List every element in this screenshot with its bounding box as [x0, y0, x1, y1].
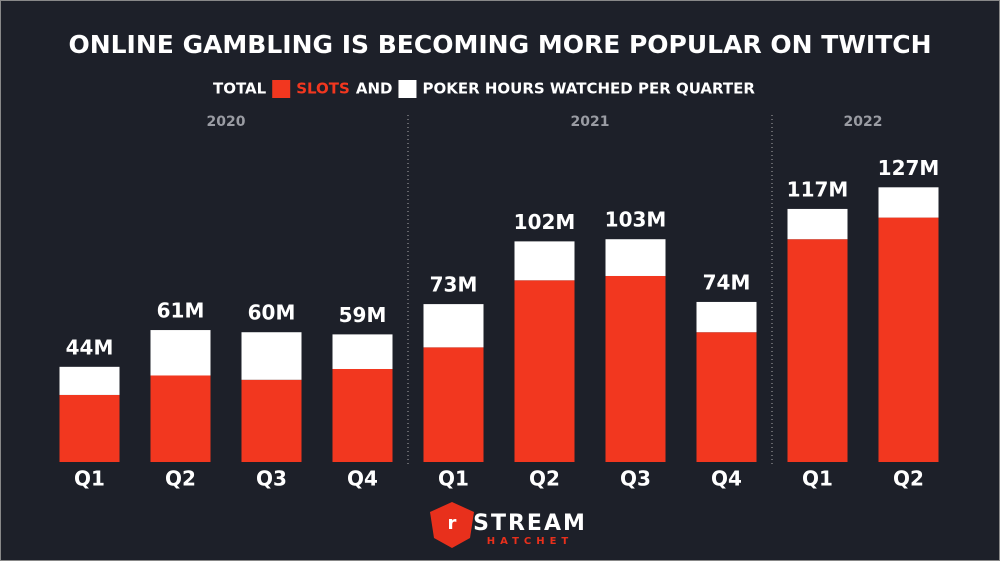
legend-text: POKER HOURS WATCHED PER QUARTER: [422, 80, 755, 98]
group-label: 2022: [844, 114, 883, 130]
bar-segment: [696, 301, 757, 333]
value-label: 74M: [703, 270, 751, 294]
x-tick-label: Q1: [802, 467, 833, 491]
bar-segment: [787, 208, 848, 240]
x-tick-label: Q2: [893, 467, 924, 491]
x-tick-label: Q1: [438, 467, 469, 491]
value-label: 44M: [66, 335, 114, 359]
bar-segment: [59, 366, 120, 395]
value-label: 117M: [787, 177, 849, 201]
bar-segment: [696, 332, 757, 462]
legend-text: SLOTS: [296, 80, 350, 98]
bar-segment: [514, 280, 575, 462]
bar-segment: [332, 368, 393, 462]
brand: r STREAM HATCHET: [430, 502, 587, 548]
bar-segment: [423, 347, 484, 462]
legend-text: TOTAL: [213, 80, 267, 98]
chart-title: ONLINE GAMBLING IS BECOMING MORE POPULAR…: [68, 30, 931, 59]
bar-segment: [241, 379, 302, 462]
brand-logo: [430, 502, 474, 548]
bar-segment: [150, 375, 211, 462]
x-tick-label: Q1: [74, 467, 105, 491]
brand-tagline: HATCHET: [487, 536, 574, 547]
value-label: 127M: [878, 156, 940, 180]
legend-text: AND: [356, 80, 393, 98]
x-tick-label: Q4: [347, 467, 378, 491]
plot: Q1 44M Q2 61M Q3 60M Q4 59M 2020 Q1 73M Q2 102M Q3 103…: [59, 114, 940, 491]
bar-segment: [332, 334, 393, 369]
value-label: 60M: [248, 301, 296, 325]
value-label: 73M: [430, 273, 478, 297]
value-label: 102M: [514, 210, 576, 234]
group-label: 2021: [571, 114, 610, 130]
value-label: 59M: [339, 303, 387, 327]
bar-segment: [514, 241, 575, 281]
bar-segment: [150, 330, 211, 376]
x-tick-label: Q3: [620, 467, 651, 491]
value-label: 103M: [605, 208, 667, 232]
legend: TOTAL SLOTS AND POKER HOURS WATCHED PER QUA…: [213, 80, 755, 98]
x-tick-label: Q2: [529, 467, 560, 491]
brand-logo-mark: r: [448, 513, 457, 534]
x-tick-label: Q3: [256, 467, 287, 491]
legend-swatch: [272, 80, 291, 98]
bar-segment: [605, 275, 666, 462]
x-tick-label: Q4: [711, 467, 742, 491]
bar-segment: [787, 239, 848, 462]
bar-segment: [241, 332, 302, 380]
bar-segment: [878, 217, 939, 462]
legend-swatch: [398, 80, 417, 98]
bar-segment: [878, 187, 939, 218]
value-label: 61M: [157, 299, 205, 323]
bar-segment: [423, 304, 484, 348]
group-label: 2020: [207, 114, 246, 130]
brand-name: STREAM: [473, 511, 587, 536]
bar-segment: [59, 394, 120, 462]
bar-segment: [605, 239, 666, 276]
x-tick-label: Q2: [165, 467, 196, 491]
